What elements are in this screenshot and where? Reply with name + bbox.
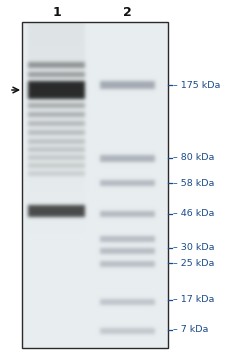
Text: – 25 kDa: – 25 kDa (172, 258, 214, 267)
Text: – 46 kDa: – 46 kDa (172, 210, 214, 219)
Bar (22, 22, 167, 348)
Text: – 30 kDa: – 30 kDa (172, 243, 214, 252)
Text: – 58 kDa: – 58 kDa (172, 179, 214, 188)
Text: 2: 2 (122, 5, 131, 18)
Text: – 80 kDa: – 80 kDa (172, 153, 214, 162)
Text: – 7 kDa: – 7 kDa (172, 325, 208, 334)
Text: – 17 kDa: – 17 kDa (172, 296, 214, 305)
Text: – 175 kDa: – 175 kDa (172, 81, 220, 90)
Text: 1: 1 (52, 5, 61, 18)
